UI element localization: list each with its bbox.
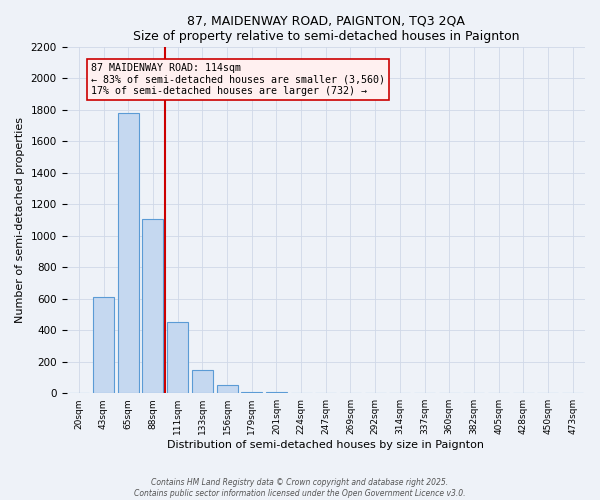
Bar [167, 322, 188, 393]
Y-axis label: Number of semi-detached properties: Number of semi-detached properties [15, 117, 25, 323]
Bar [192, 370, 213, 393]
Bar [93, 297, 114, 393]
Bar [217, 386, 238, 393]
X-axis label: Distribution of semi-detached houses by size in Paignton: Distribution of semi-detached houses by … [167, 440, 484, 450]
Bar [266, 392, 287, 393]
Text: 87 MAIDENWAY ROAD: 114sqm
← 83% of semi-detached houses are smaller (3,560)
17% : 87 MAIDENWAY ROAD: 114sqm ← 83% of semi-… [91, 62, 385, 96]
Title: 87, MAIDENWAY ROAD, PAIGNTON, TQ3 2QA
Size of property relative to semi-detached: 87, MAIDENWAY ROAD, PAIGNTON, TQ3 2QA Si… [133, 15, 519, 43]
Text: Contains HM Land Registry data © Crown copyright and database right 2025.
Contai: Contains HM Land Registry data © Crown c… [134, 478, 466, 498]
Bar [142, 218, 163, 393]
Bar [118, 113, 139, 393]
Bar [241, 392, 262, 393]
